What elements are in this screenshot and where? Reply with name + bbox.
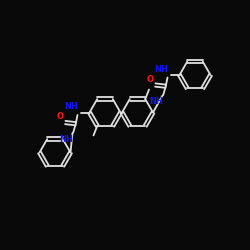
Text: O: O <box>146 75 154 84</box>
Text: NH: NH <box>60 135 73 144</box>
Text: NH: NH <box>64 102 78 111</box>
Text: O: O <box>56 112 64 121</box>
Text: NH: NH <box>154 65 168 74</box>
Text: NH: NH <box>150 98 163 106</box>
